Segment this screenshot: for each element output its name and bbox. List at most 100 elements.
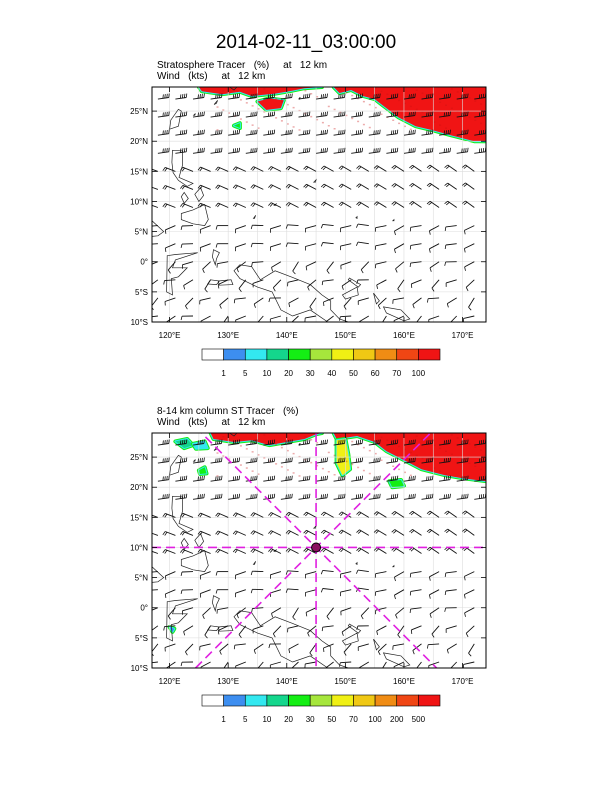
wind-barb (426, 200, 440, 208)
wind-barb (251, 261, 264, 267)
wind-barb (341, 625, 352, 636)
wind-barb (341, 279, 352, 290)
wind-barb (395, 607, 405, 619)
wind-barb (228, 475, 240, 482)
coastline (194, 186, 204, 203)
wind-barb (386, 111, 399, 118)
wind-barb (175, 111, 188, 118)
lat-tick-label: 5°S (135, 634, 148, 643)
wind-barb (197, 512, 211, 518)
tracer-texture (280, 446, 283, 449)
wind-barb (204, 279, 211, 293)
wind-barb (288, 643, 299, 654)
tracer-texture (409, 105, 412, 108)
wind-barb (298, 147, 311, 154)
wind-barb (303, 165, 317, 172)
wind-barb (280, 147, 293, 154)
wind-barb (263, 111, 276, 118)
lat-tick-label: 15°N (130, 167, 148, 176)
coastline (341, 632, 359, 646)
tracer-texture (327, 451, 330, 454)
colorbar-swatch (418, 348, 441, 361)
wind-barb (223, 315, 229, 322)
wind-barb (162, 549, 176, 554)
wind-barb (377, 297, 387, 310)
tracer-texture (357, 97, 360, 100)
coastline (171, 149, 194, 187)
tracer-texture (433, 467, 436, 469)
tracer-texture (374, 433, 377, 436)
wind-barb (164, 225, 176, 234)
wind-barb (351, 457, 363, 464)
wind-barb (157, 457, 170, 464)
tracer-texture (216, 475, 219, 477)
wind-barb (356, 547, 370, 554)
wind-barb (202, 607, 211, 619)
wind-barb (180, 661, 194, 667)
wind-barb (216, 261, 229, 268)
wind-barb (166, 315, 176, 322)
wind-barb (270, 571, 282, 579)
tracer-texture (392, 465, 395, 467)
wind-barb (263, 475, 276, 482)
colorbar-swatch (396, 348, 419, 361)
wind-barb (416, 315, 422, 322)
wind-barb (185, 643, 194, 656)
storm-center-marker (311, 542, 322, 553)
tracer-texture (245, 467, 248, 469)
colorbar-swatch (309, 694, 333, 707)
wind-barb (228, 493, 240, 500)
tracer-texture (404, 471, 406, 474)
colorbar-label: 500 (412, 715, 426, 724)
wind-barb (444, 164, 457, 172)
wind-barb (445, 625, 457, 633)
wind-barb (285, 548, 299, 554)
wind-barb (316, 439, 328, 446)
wind-barb (182, 261, 194, 269)
wind-barb (431, 279, 440, 292)
tracer-texture (263, 434, 266, 436)
coastline (180, 550, 209, 572)
wind-barb (391, 201, 405, 208)
storm-center-crosshair (152, 433, 486, 668)
wind-barb (270, 243, 282, 251)
wind-barb (450, 315, 458, 322)
tracer-texture (362, 469, 365, 472)
tracer-texture (404, 125, 406, 128)
coastline (166, 598, 198, 642)
wind-barb (394, 571, 405, 582)
wind-barb (456, 147, 469, 154)
tracer-texture (357, 466, 360, 469)
wind-barb (162, 185, 176, 190)
wind-barb (192, 493, 205, 500)
tracer-texture (275, 443, 278, 446)
wind-barb (429, 261, 440, 272)
wind-barb (228, 457, 240, 464)
wind-barb (403, 457, 416, 464)
wind-barb (304, 225, 317, 233)
wind-barb (180, 243, 194, 248)
tracer-texture (456, 437, 459, 439)
wind-barb (339, 315, 352, 321)
tracer-texture (445, 127, 447, 129)
wind-barb (393, 315, 405, 322)
tracer-texture (450, 107, 453, 109)
wind-barb (215, 166, 229, 172)
wind-barb (456, 129, 469, 136)
wind-barb (368, 493, 381, 500)
wind-barb (464, 225, 475, 235)
tracer-texture (468, 116, 471, 118)
wind-barb (235, 589, 246, 598)
wind-barb (245, 111, 258, 118)
wind-barb (373, 165, 387, 172)
wind-barb (303, 547, 317, 554)
wind-barb (356, 529, 370, 536)
colorbar-swatch (201, 348, 224, 361)
coastline (228, 433, 238, 437)
colorbar-1: 1 5 10 20 30 40 50 60 70 100 (201, 348, 441, 378)
tracer-texture (468, 462, 471, 464)
wind-barb (386, 457, 399, 464)
wind-barb (152, 514, 159, 518)
colorbar-label: 60 (371, 369, 380, 378)
wind-barb (157, 439, 170, 446)
